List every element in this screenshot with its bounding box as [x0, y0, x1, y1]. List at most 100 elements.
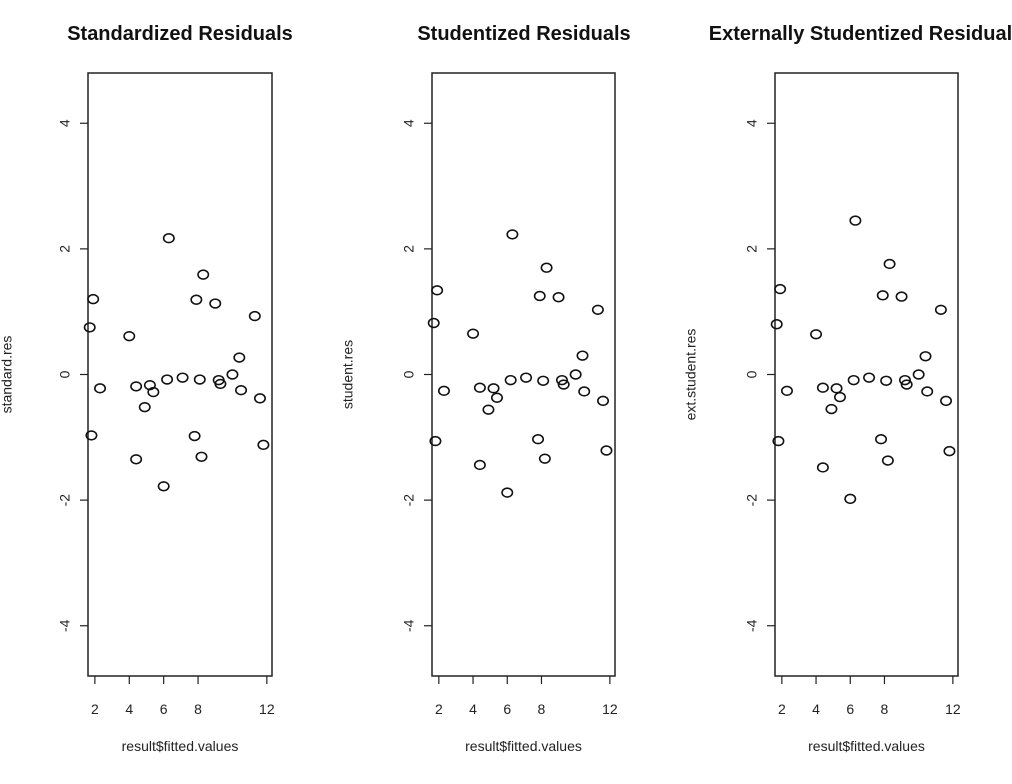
- data-point: [600, 445, 613, 456]
- data-point: [770, 319, 783, 330]
- data-point: [257, 439, 270, 451]
- data-point: [774, 283, 787, 295]
- data-point: [816, 382, 829, 393]
- data-point: [934, 304, 947, 316]
- data-point: [85, 430, 98, 441]
- x-tick-label: 4: [125, 701, 133, 717]
- data-point: [473, 459, 486, 471]
- data-point: [195, 451, 208, 462]
- data-point: [772, 435, 785, 447]
- residual-plot-2: Studentized Residuals -4 -2 0 2 4 2 4 6 8 12 result…: [340, 23, 631, 754]
- data-point: [214, 378, 227, 390]
- data-point: [876, 290, 889, 301]
- x-tick-label: 12: [259, 701, 275, 717]
- data-point: [143, 379, 156, 391]
- data-point: [504, 374, 517, 386]
- data-point: [816, 462, 829, 473]
- data-point: [235, 385, 248, 396]
- plot-frame: [87, 72, 273, 677]
- y-tick-label: 0: [401, 370, 417, 378]
- data-point: [540, 262, 553, 273]
- y-tick-label: 4: [401, 119, 417, 127]
- data-point: [233, 352, 246, 363]
- data-point: [912, 369, 925, 380]
- x-tick-label: 2: [778, 701, 786, 717]
- data-point: [557, 379, 570, 390]
- y-tick-label: 0: [744, 370, 760, 378]
- plot-title: Studentized Residuals: [417, 23, 630, 45]
- data-point: [161, 374, 174, 385]
- data-point: [895, 291, 908, 302]
- x-tick-label: 8: [538, 701, 546, 717]
- data-point: [467, 328, 480, 339]
- data-point: [130, 381, 143, 392]
- data-point: [591, 304, 604, 316]
- data-point: [849, 215, 862, 226]
- data-point: [537, 375, 550, 386]
- data-point: [506, 229, 519, 240]
- y-tick-label: 2: [744, 245, 760, 253]
- data-point: [487, 383, 500, 394]
- data-point: [576, 350, 589, 361]
- y-tick-label: 0: [57, 370, 73, 378]
- residual-plot-3: Externally Studentized Residuals -4 -2 0 2 4 2…: [683, 23, 1012, 754]
- y-tick-label: -2: [57, 494, 73, 507]
- x-tick-label: 4: [812, 701, 820, 717]
- data-point: [130, 454, 143, 465]
- x-axis-label: result$fitted.values: [122, 738, 239, 754]
- data-point: [248, 310, 261, 322]
- x-axis-label: result$fitted.values: [465, 738, 582, 754]
- x-tick-label: 12: [945, 701, 961, 717]
- data-point: [197, 269, 210, 280]
- y-tick-label: -4: [401, 619, 417, 632]
- data-point: [482, 404, 495, 415]
- data-point: [940, 395, 953, 407]
- y-tick-label: 4: [57, 119, 73, 127]
- y-axis-label: student.res: [340, 340, 356, 409]
- data-point: [162, 232, 175, 244]
- x-tick-label: 6: [160, 701, 168, 717]
- y-tick-label: 2: [57, 245, 73, 253]
- data-point: [431, 285, 444, 296]
- data-point: [555, 374, 568, 386]
- y-tick-label: -2: [401, 494, 417, 507]
- data-point: [94, 383, 107, 394]
- y-tick-label: -2: [744, 494, 760, 507]
- y-tick-label: -4: [57, 619, 73, 632]
- data-point: [538, 453, 551, 464]
- data-point: [847, 374, 860, 386]
- data-point: [552, 292, 565, 303]
- y-tick-label: -4: [744, 619, 760, 632]
- data-point: [533, 290, 546, 302]
- data-point: [427, 317, 440, 329]
- data-point: [501, 487, 514, 498]
- data-point: [898, 374, 911, 386]
- data-point: [193, 374, 206, 385]
- data-point: [881, 455, 894, 466]
- data-point: [578, 386, 591, 397]
- data-point: [429, 435, 442, 447]
- plot-title: Standardized Residuals: [67, 23, 293, 45]
- data-point: [226, 369, 239, 380]
- data-point: [919, 351, 932, 362]
- data-point: [833, 391, 846, 403]
- data-point: [147, 386, 160, 398]
- x-tick-label: 8: [881, 701, 889, 717]
- x-tick-label: 8: [194, 701, 202, 717]
- data-point: [943, 445, 956, 457]
- data-point: [863, 372, 876, 383]
- data-point: [437, 385, 450, 397]
- data-point: [883, 258, 896, 270]
- data-point: [87, 293, 100, 305]
- data-point: [473, 382, 486, 393]
- data-point: [209, 298, 222, 309]
- data-point: [900, 379, 913, 390]
- x-tick-label: 4: [469, 701, 477, 717]
- x-tick-label: 12: [602, 701, 618, 717]
- x-tick-label: 6: [846, 701, 854, 717]
- x-tick-label: 6: [503, 701, 511, 717]
- data-point: [875, 433, 888, 445]
- plot-title: Externally Studentized Residuals: [709, 23, 1012, 45]
- plot-frame: [774, 72, 959, 677]
